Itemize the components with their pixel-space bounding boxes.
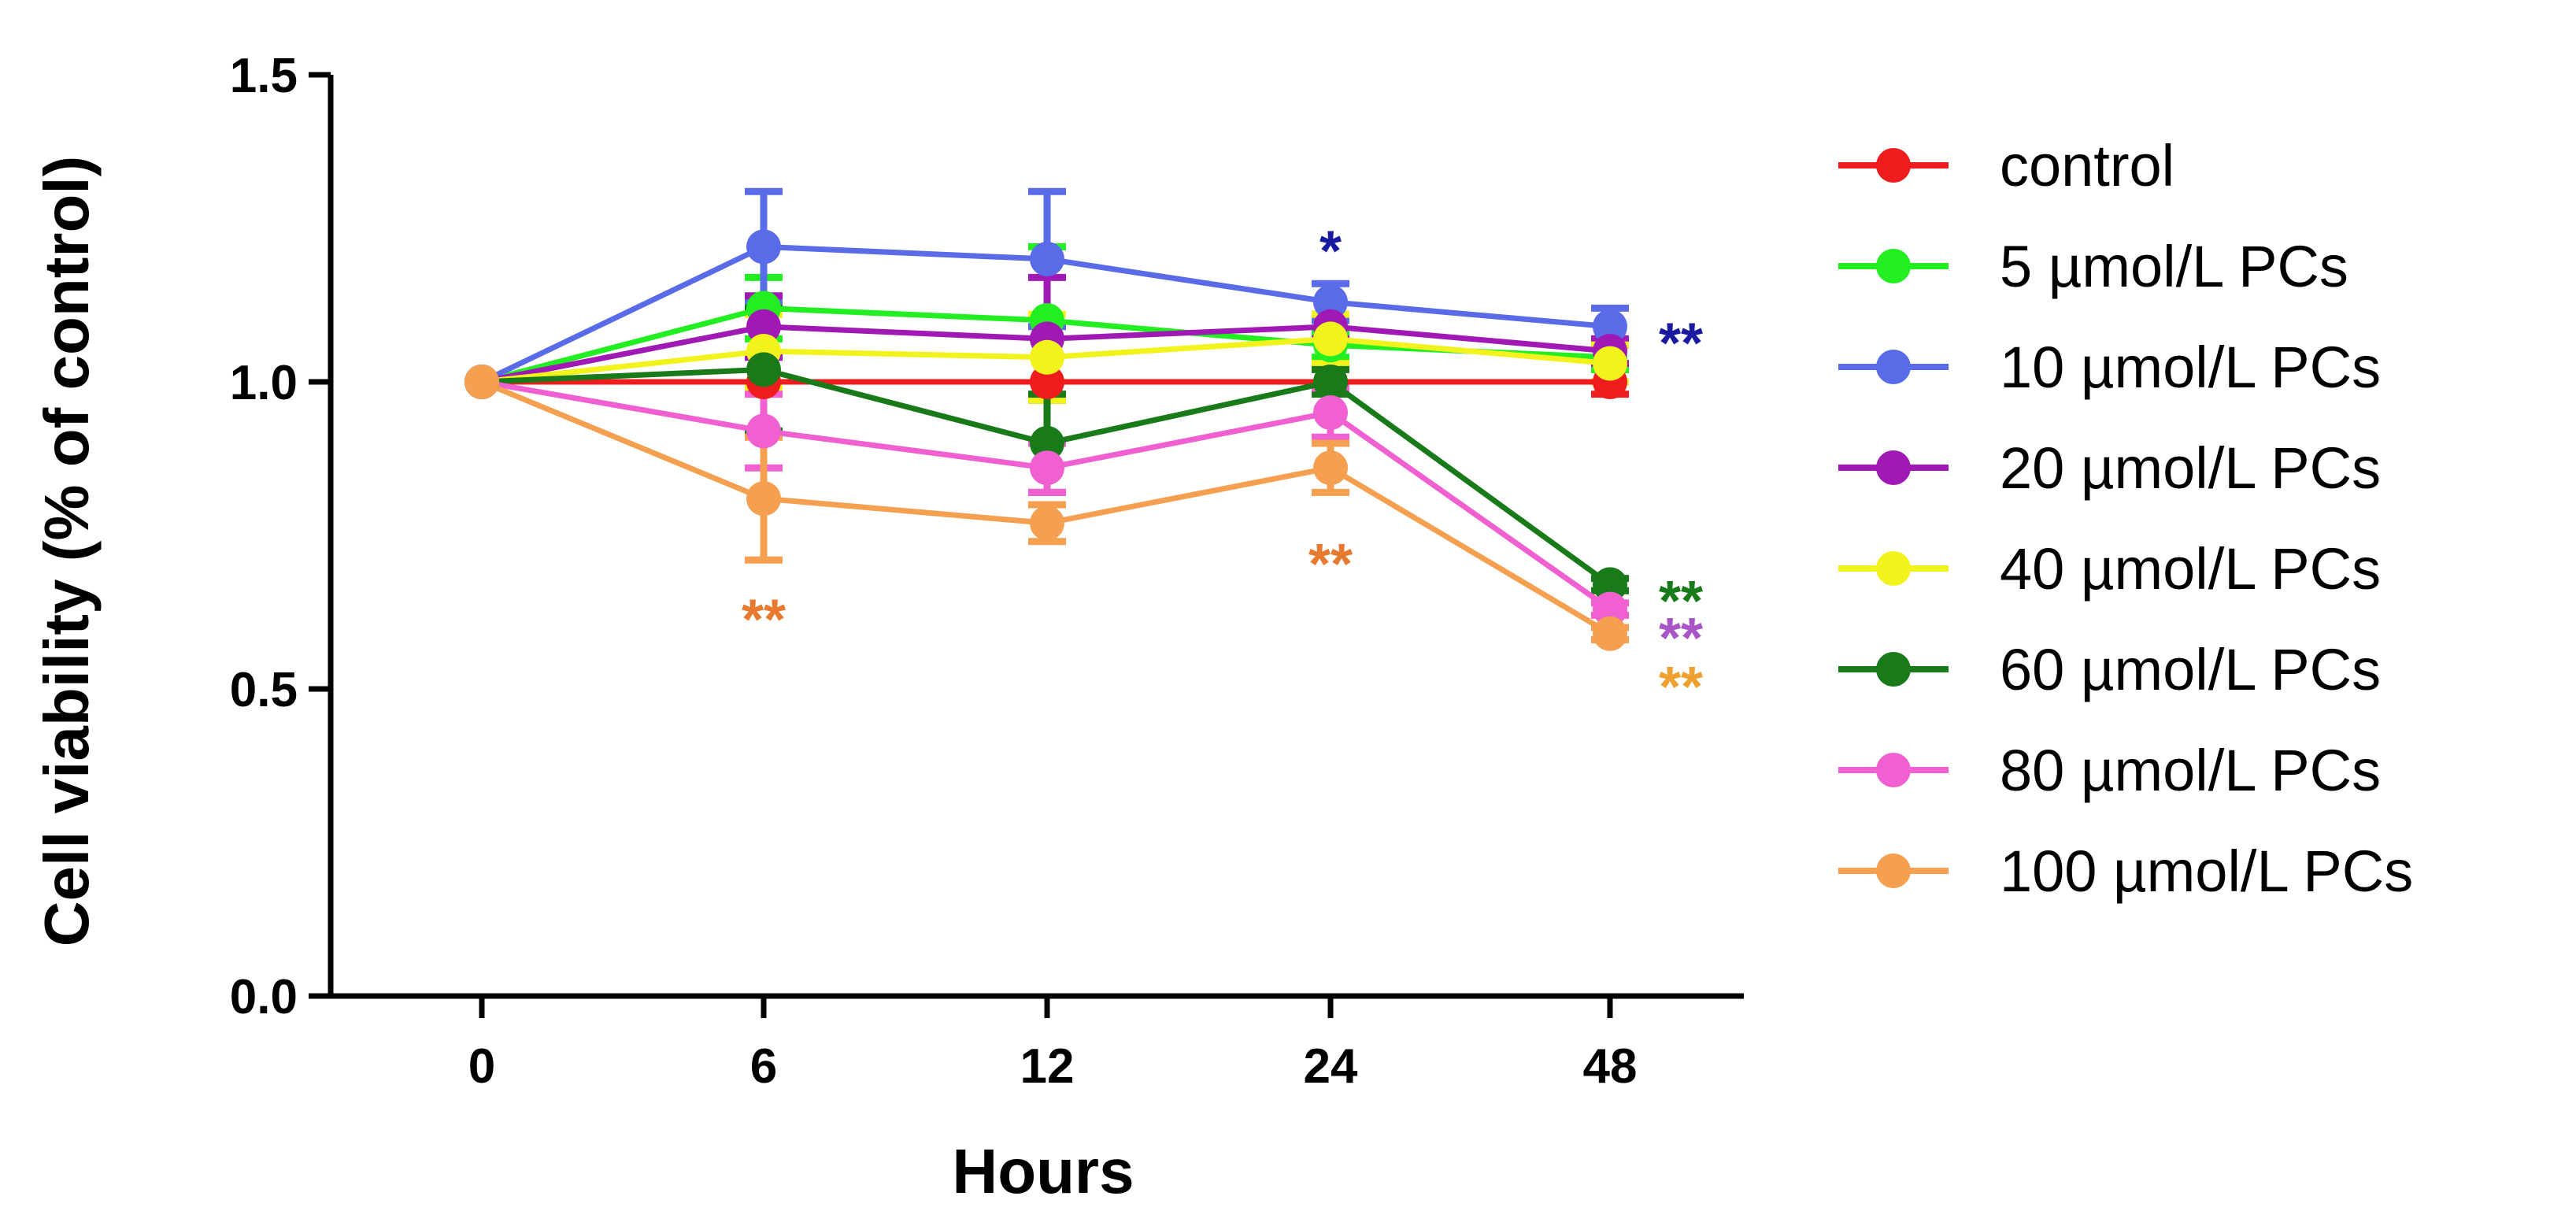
x-tick-label-4: 48 [1583, 1039, 1638, 1094]
legend-swatch-marker-1 [1876, 249, 1911, 283]
x-axis-title: Hours [952, 1136, 1134, 1206]
x-tick-label-0: 0 [468, 1039, 495, 1094]
marker-s2-p1 [746, 229, 781, 265]
series-markers [464, 229, 1627, 651]
significance-mark-3: ** [1659, 312, 1703, 375]
marker-s2-p3 [1313, 284, 1348, 320]
significance-mark-5: ** [1659, 607, 1703, 670]
marker-s7-p1 [746, 481, 781, 517]
marker-s7-p3 [1313, 450, 1348, 486]
legend-swatch-marker-5 [1876, 652, 1911, 687]
marker-s7-p0 [464, 365, 499, 399]
marker-s2-p2 [1030, 242, 1064, 276]
axes: 0.0 0.5 1.0 1.5 0 6 12 24 48 [230, 49, 1744, 1094]
marker-s4-p2 [1030, 339, 1064, 375]
legend-item-5: 60 µmol/L PCs [1838, 637, 2381, 702]
annotation-layer: ************* [742, 220, 1703, 719]
marker-s6-p4 [1593, 591, 1627, 627]
legend-label-4: 40 µmol/L PCs [2000, 536, 2381, 602]
legend-swatch-marker-0 [1876, 148, 1911, 183]
marker-s0-p2 [1030, 365, 1064, 399]
marker-s4-p4 [1593, 346, 1627, 381]
legend-label-0: control [2000, 133, 2174, 198]
legend-swatch-marker-3 [1876, 450, 1911, 485]
legend-label-2: 10 µmol/L PCs [2000, 335, 2381, 400]
marker-s6-p1 [746, 413, 781, 449]
x-tick-label-1: 6 [750, 1039, 777, 1094]
x-tick-label-2: 12 [1020, 1039, 1075, 1094]
y-tick-label-1: 0.5 [230, 663, 298, 717]
legend-item-0: control [1838, 133, 2174, 198]
y-tick-label-3: 1.5 [230, 49, 298, 103]
legend-item-2: 10 µmol/L PCs [1838, 335, 2381, 400]
legend-item-7: 100 µmol/L PCs [1838, 839, 2413, 904]
marker-s7-p2 [1030, 505, 1064, 541]
y-axis-title: Cell viability (% of control) [31, 156, 102, 947]
marker-s5-p4 [1593, 567, 1627, 602]
y-tick-label-0: 0.0 [230, 970, 298, 1024]
significance-mark-0: ** [742, 588, 786, 651]
series-layer [464, 187, 1629, 651]
x-tick-label-3: 24 [1304, 1039, 1358, 1094]
marker-s5-p2 [1030, 426, 1064, 461]
legend-item-3: 20 µmol/L PCs [1838, 435, 2381, 501]
legend-swatch-marker-4 [1876, 551, 1911, 586]
marker-s7-p4 [1593, 616, 1627, 651]
legend-label-5: 60 µmol/L PCs [2000, 637, 2381, 702]
significance-mark-2: ** [1308, 533, 1353, 596]
y-tick-label-2: 1.0 [230, 356, 298, 410]
significance-mark-1: * [1319, 220, 1342, 283]
legend-label-3: 20 µmol/L PCs [2000, 435, 2381, 501]
marker-s3-p1 [746, 309, 781, 344]
marker-s6-p3 [1313, 395, 1348, 430]
marker-s4-p3 [1313, 321, 1348, 357]
legend-label-7: 100 µmol/L PCs [2000, 839, 2413, 904]
marker-s6-p2 [1030, 450, 1064, 486]
significance-mark-4: ** [1659, 570, 1703, 633]
marker-s5-p3 [1313, 365, 1348, 399]
legend-label-1: 5 µmol/L PCs [2000, 234, 2348, 299]
legend-item-1: 5 µmol/L PCs [1838, 234, 2348, 299]
significance-mark-6: ** [1659, 656, 1703, 719]
legend-label-6: 80 µmol/L PCs [2000, 738, 2381, 803]
legend: control 5 µmol/L PCs 10 µmol/L PCs 20 µmol/… [1838, 133, 2413, 904]
legend-swatch-marker-7 [1876, 854, 1911, 888]
marker-s5-p1 [746, 352, 781, 387]
legend-item-6: 80 µmol/L PCs [1838, 738, 2381, 803]
legend-item-4: 40 µmol/L PCs [1838, 536, 2381, 602]
marker-s2-p4 [1593, 309, 1627, 344]
legend-swatch-marker-6 [1876, 753, 1911, 787]
legend-swatch-marker-2 [1876, 350, 1911, 384]
